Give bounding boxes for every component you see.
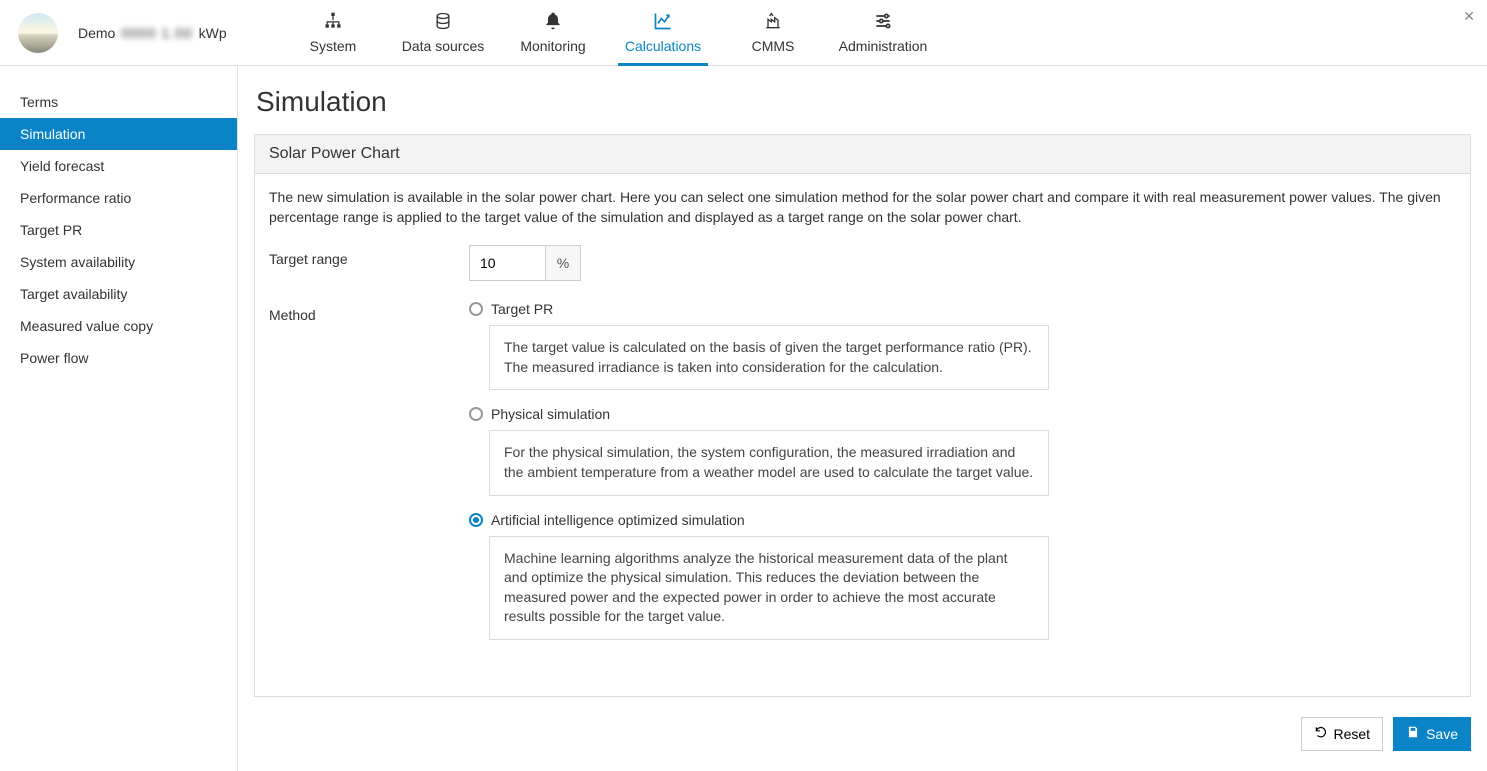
method-desc-ai: Machine learning algorithms analyze the … [489,536,1049,640]
sidebar-item-target-pr[interactable]: Target PR [0,214,237,246]
sidebar-item-system-availability[interactable]: System availability [0,246,237,278]
sitemap-icon [323,11,343,34]
nav-label: CMMS [752,38,795,54]
chart-line-icon [653,11,673,34]
nav-calculations[interactable]: Calculations [608,0,718,65]
save-icon [1406,725,1420,742]
radio-label: Artificial intelligence optimized simula… [491,512,745,528]
nav-administration[interactable]: Administration [828,0,938,65]
nav-label: System [310,38,357,54]
method-desc-physical: For the physical simulation, the system … [489,430,1049,495]
nav-system[interactable]: System [278,0,388,65]
row-target-range: Target range % [269,245,1456,281]
database-icon [433,11,453,34]
site-title-prefix: Demo [78,25,115,41]
sidebar-item-label: Target availability [20,286,127,302]
sidebar-item-measured-value-copy[interactable]: Measured value copy [0,310,237,342]
sidebar: Terms Simulation Yield forecast Performa… [0,66,238,771]
method-ai: Artificial intelligence optimized simula… [469,512,1059,640]
page-title: Simulation [254,86,1471,118]
form-footer: Reset Save [254,717,1471,751]
undo-icon [1314,725,1328,742]
target-range-unit: % [545,245,581,281]
body: Terms Simulation Yield forecast Performa… [0,66,1487,771]
sidebar-item-label: Yield forecast [20,158,104,174]
bell-icon [543,11,563,34]
save-button[interactable]: Save [1393,717,1471,751]
top-bar: Demo 0000 1.00 kWp System Data sources M… [0,0,1487,66]
radio-label: Target PR [491,301,553,317]
nav-label: Monitoring [520,38,585,54]
radio-ai[interactable]: Artificial intelligence optimized simula… [469,512,1059,528]
radio-target-pr[interactable]: Target PR [469,301,1059,317]
close-icon[interactable]: ✕ [1463,8,1475,25]
radio-label: Physical simulation [491,406,610,422]
sidebar-item-label: Terms [20,94,58,110]
main-nav: System Data sources Monitoring Calculati… [278,0,938,65]
button-label: Reset [1334,726,1371,742]
nav-cmms[interactable]: CMMS [718,0,828,65]
sidebar-item-yield-forecast[interactable]: Yield forecast [0,150,237,182]
radio-physical[interactable]: Physical simulation [469,406,1059,422]
panel-solar-power-chart: Solar Power Chart The new simulation is … [254,134,1471,697]
sidebar-item-simulation[interactable]: Simulation [0,118,237,150]
method-target-pr: Target PR The target value is calculated… [469,301,1059,390]
sidebar-item-label: Performance ratio [20,190,131,206]
target-range-input[interactable] [469,245,545,281]
nav-data-sources[interactable]: Data sources [388,0,498,65]
label-method: Method [269,301,469,323]
sidebar-item-power-flow[interactable]: Power flow [0,342,237,374]
panel-body: The new simulation is available in the s… [255,174,1470,696]
reset-button[interactable]: Reset [1301,717,1384,751]
sidebar-item-label: System availability [20,254,135,270]
panel-header: Solar Power Chart [255,135,1470,174]
method-options: Target PR The target value is calculated… [469,301,1456,656]
nav-label: Administration [839,38,928,54]
row-method: Method Target PR The target value is cal… [269,301,1456,656]
intro-text: The new simulation is available in the s… [269,188,1456,227]
radio-icon [469,513,483,527]
sidebar-item-label: Power flow [20,350,88,366]
sidebar-item-performance-ratio[interactable]: Performance ratio [0,182,237,214]
method-physical: Physical simulation For the physical sim… [469,406,1059,495]
sidebar-item-terms[interactable]: Terms [0,86,237,118]
sidebar-item-label: Measured value copy [20,318,153,334]
nav-monitoring[interactable]: Monitoring [498,0,608,65]
sidebar-item-label: Simulation [20,126,85,142]
nav-label: Data sources [402,38,484,54]
site-title-suffix: kWp [199,25,227,41]
main-content: Simulation Solar Power Chart The new sim… [238,66,1487,771]
sidebar-item-label: Target PR [20,222,82,238]
radio-icon [469,407,483,421]
method-desc-target-pr: The target value is calculated on the ba… [489,325,1049,390]
nav-label: Calculations [625,38,701,54]
sliders-icon [873,11,893,34]
site-title: Demo 0000 1.00 kWp [78,25,278,41]
radio-icon [469,302,483,316]
industry-icon [763,11,783,34]
input-group-target-range: % [469,245,581,281]
label-target-range: Target range [269,245,469,267]
sidebar-item-target-availability[interactable]: Target availability [0,278,237,310]
site-title-masked: 0000 1.00 [121,25,192,41]
avatar[interactable] [18,13,58,53]
button-label: Save [1426,726,1458,742]
